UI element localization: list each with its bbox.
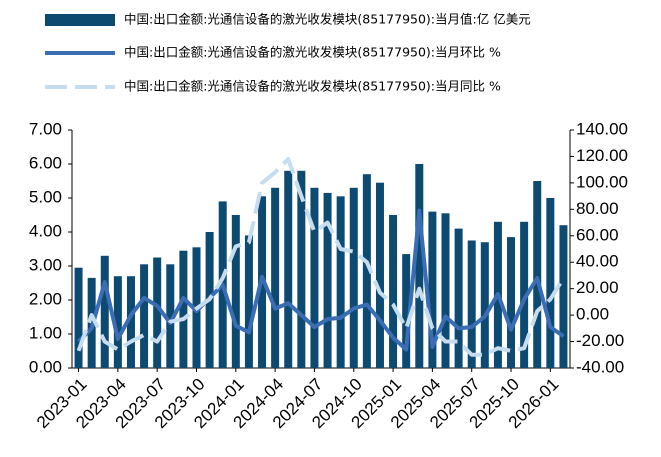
bar bbox=[179, 250, 188, 368]
bar bbox=[389, 215, 398, 368]
y-tick-label: 3.00 bbox=[29, 255, 62, 274]
bar bbox=[507, 237, 516, 368]
y2-tick-label: -20.00 bbox=[576, 331, 624, 350]
bar bbox=[362, 174, 371, 368]
bar bbox=[375, 182, 384, 368]
y-tick-label: 5.00 bbox=[29, 187, 62, 206]
bar bbox=[310, 187, 319, 368]
legend-label: 中国:出口金额:光通信设备的激光收发模块(85177950):当月同比 % bbox=[124, 79, 501, 94]
bar bbox=[480, 242, 489, 368]
y-tick-label: 4.00 bbox=[29, 221, 62, 240]
bar bbox=[244, 235, 253, 368]
y-tick-label: 1.00 bbox=[29, 323, 62, 342]
y2-tick-label: -40.00 bbox=[576, 357, 624, 376]
bar bbox=[153, 257, 162, 368]
bar bbox=[166, 264, 175, 368]
bar bbox=[349, 187, 358, 368]
y-tick-label: 7.00 bbox=[29, 119, 62, 138]
legend-label: 中国:出口金额:光通信设备的激光收发模块(85177950):当月值:亿 亿美元 bbox=[124, 12, 531, 27]
bar bbox=[74, 267, 83, 368]
bar bbox=[441, 213, 450, 368]
bar bbox=[520, 221, 529, 368]
bar bbox=[415, 164, 424, 368]
bar bbox=[467, 240, 476, 368]
y-tick-label: 0.00 bbox=[29, 357, 62, 376]
y2-tick-label: 0.00 bbox=[576, 305, 609, 324]
y2-tick-label: 80.00 bbox=[576, 199, 619, 218]
y-tick-label: 2.00 bbox=[29, 289, 62, 308]
y2-tick-label: 140.00 bbox=[576, 119, 628, 138]
legend-label: 中国:出口金额:光通信设备的激光收发模块(85177950):当月环比 % bbox=[124, 45, 501, 60]
mom-line bbox=[77, 208, 565, 352]
yoy-line bbox=[76, 157, 566, 357]
y2-tick-label: 40.00 bbox=[576, 252, 619, 271]
legend-swatch bbox=[45, 14, 115, 26]
bar bbox=[140, 264, 149, 368]
bar bbox=[336, 196, 345, 368]
y2-tick-label: 100.00 bbox=[576, 172, 628, 191]
bar bbox=[271, 187, 280, 368]
bar bbox=[533, 181, 542, 368]
bar bbox=[428, 211, 437, 368]
bar bbox=[297, 170, 306, 368]
bar bbox=[559, 225, 568, 368]
y2-tick-label: 20.00 bbox=[576, 278, 619, 297]
y2-tick-label: 60.00 bbox=[576, 225, 619, 244]
bar bbox=[546, 198, 555, 368]
y-tick-label: 6.00 bbox=[29, 153, 62, 172]
bar bbox=[284, 170, 293, 368]
bar bbox=[113, 276, 122, 368]
bar bbox=[126, 276, 135, 368]
bar bbox=[323, 192, 332, 368]
bar bbox=[402, 254, 411, 368]
bar bbox=[100, 255, 109, 368]
bar bbox=[231, 215, 240, 368]
bar bbox=[454, 228, 463, 368]
y2-tick-label: 120.00 bbox=[576, 146, 628, 165]
